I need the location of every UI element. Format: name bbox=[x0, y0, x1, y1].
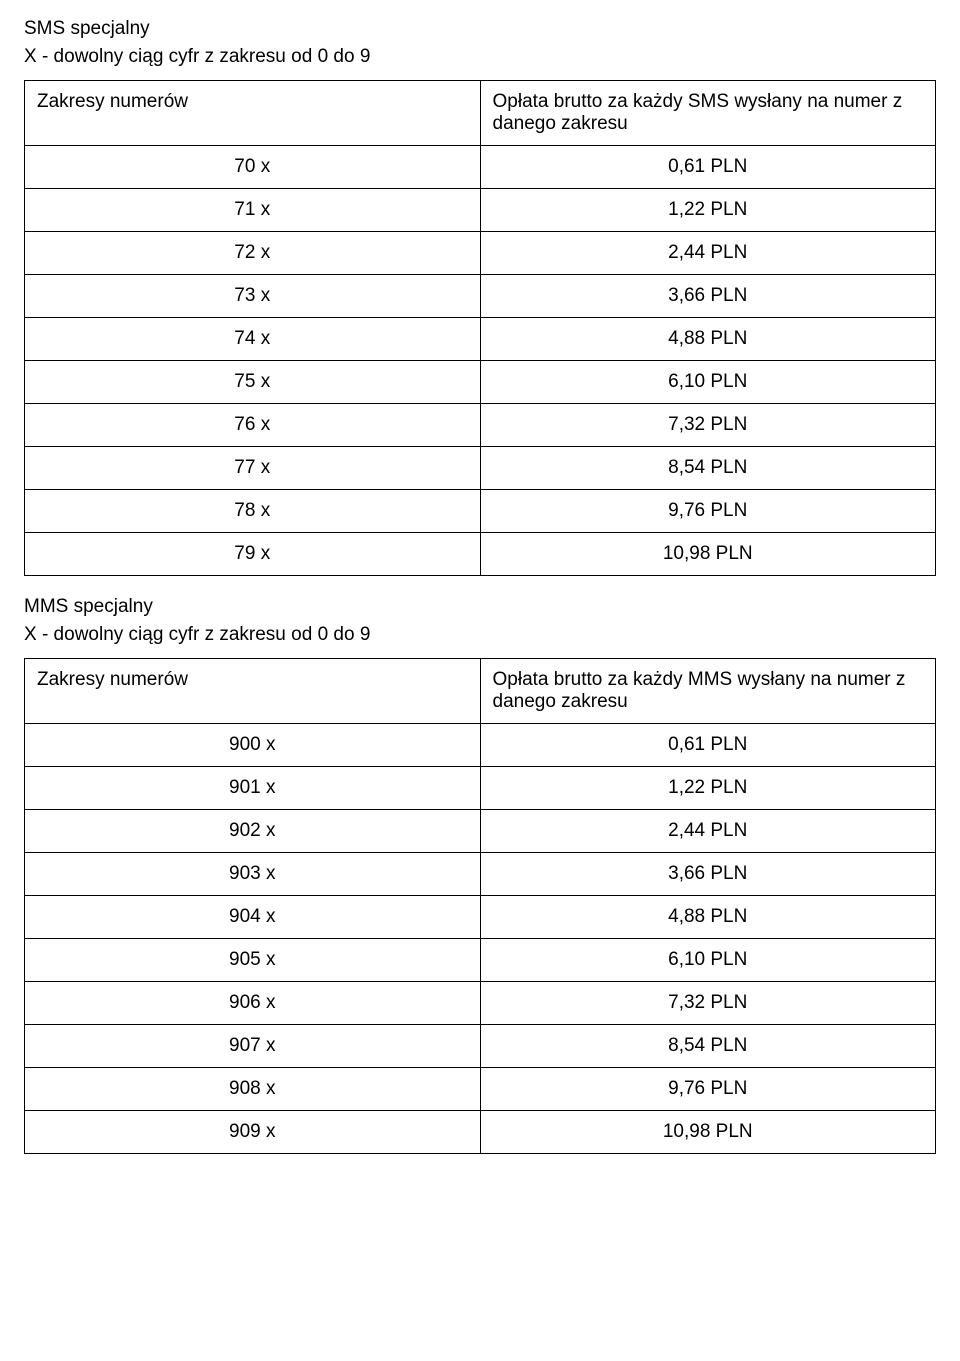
table-row: 72 x 2,44 PLN bbox=[25, 232, 936, 275]
table-row: 904 x 4,88 PLN bbox=[25, 896, 936, 939]
cell-label: 900 x bbox=[25, 724, 481, 767]
table-row: 900 x 0,61 PLN bbox=[25, 724, 936, 767]
cell-label: 909 x bbox=[25, 1111, 481, 1154]
table-row: 71 x 1,22 PLN bbox=[25, 189, 936, 232]
table-row: 73 x 3,66 PLN bbox=[25, 275, 936, 318]
cell-label: 902 x bbox=[25, 810, 481, 853]
table-row: 70 x 0,61 PLN bbox=[25, 146, 936, 189]
sms-heading: SMS specjalny bbox=[24, 18, 936, 40]
cell-label: 75 x bbox=[25, 361, 481, 404]
cell-label: 77 x bbox=[25, 447, 481, 490]
cell-value: 10,98 PLN bbox=[480, 1111, 936, 1154]
cell-label: 906 x bbox=[25, 982, 481, 1025]
table-row: 77 x 8,54 PLN bbox=[25, 447, 936, 490]
table-row: 903 x 3,66 PLN bbox=[25, 853, 936, 896]
cell-value: 2,44 PLN bbox=[480, 232, 936, 275]
cell-value: 3,66 PLN bbox=[480, 275, 936, 318]
table-row: 902 x 2,44 PLN bbox=[25, 810, 936, 853]
cell-label: 903 x bbox=[25, 853, 481, 896]
cell-value: 0,61 PLN bbox=[480, 146, 936, 189]
cell-value: 6,10 PLN bbox=[480, 361, 936, 404]
cell-value: 0,61 PLN bbox=[480, 724, 936, 767]
mms-header-left: Zakresy numerów bbox=[25, 659, 481, 724]
mms-subheading: X - dowolny ciąg cyfr z zakresu od 0 do … bbox=[24, 624, 936, 646]
mms-header-right: Opłata brutto za każdy MMS wysłany na nu… bbox=[480, 659, 936, 724]
cell-value: 3,66 PLN bbox=[480, 853, 936, 896]
table-row: 908 x 9,76 PLN bbox=[25, 1068, 936, 1111]
cell-value: 9,76 PLN bbox=[480, 1068, 936, 1111]
table-header-row: Zakresy numerów Opłata brutto za każdy M… bbox=[25, 659, 936, 724]
table-row: 906 x 7,32 PLN bbox=[25, 982, 936, 1025]
mms-table: Zakresy numerów Opłata brutto za każdy M… bbox=[24, 658, 936, 1154]
cell-label: 70 x bbox=[25, 146, 481, 189]
cell-label: 79 x bbox=[25, 533, 481, 576]
cell-value: 6,10 PLN bbox=[480, 939, 936, 982]
table-row: 905 x 6,10 PLN bbox=[25, 939, 936, 982]
cell-value: 8,54 PLN bbox=[480, 1025, 936, 1068]
cell-label: 72 x bbox=[25, 232, 481, 275]
table-row: 907 x 8,54 PLN bbox=[25, 1025, 936, 1068]
cell-value: 2,44 PLN bbox=[480, 810, 936, 853]
cell-value: 7,32 PLN bbox=[480, 982, 936, 1025]
cell-label: 901 x bbox=[25, 767, 481, 810]
cell-label: 905 x bbox=[25, 939, 481, 982]
cell-label: 73 x bbox=[25, 275, 481, 318]
cell-label: 74 x bbox=[25, 318, 481, 361]
cell-label: 908 x bbox=[25, 1068, 481, 1111]
table-header-row: Zakresy numerów Opłata brutto za każdy S… bbox=[25, 81, 936, 146]
cell-value: 9,76 PLN bbox=[480, 490, 936, 533]
cell-label: 78 x bbox=[25, 490, 481, 533]
table-row: 901 x 1,22 PLN bbox=[25, 767, 936, 810]
table-row: 78 x 9,76 PLN bbox=[25, 490, 936, 533]
cell-label: 907 x bbox=[25, 1025, 481, 1068]
mms-heading: MMS specjalny bbox=[24, 596, 936, 618]
cell-label: 71 x bbox=[25, 189, 481, 232]
cell-value: 1,22 PLN bbox=[480, 189, 936, 232]
cell-label: 904 x bbox=[25, 896, 481, 939]
table-row: 74 x 4,88 PLN bbox=[25, 318, 936, 361]
cell-label: 76 x bbox=[25, 404, 481, 447]
table-row: 909 x 10,98 PLN bbox=[25, 1111, 936, 1154]
sms-subheading: X - dowolny ciąg cyfr z zakresu od 0 do … bbox=[24, 46, 936, 68]
cell-value: 10,98 PLN bbox=[480, 533, 936, 576]
sms-header-right: Opłata brutto za każdy SMS wysłany na nu… bbox=[480, 81, 936, 146]
table-row: 75 x 6,10 PLN bbox=[25, 361, 936, 404]
sms-table: Zakresy numerów Opłata brutto za każdy S… bbox=[24, 80, 936, 576]
cell-value: 4,88 PLN bbox=[480, 896, 936, 939]
cell-value: 8,54 PLN bbox=[480, 447, 936, 490]
cell-value: 7,32 PLN bbox=[480, 404, 936, 447]
cell-value: 1,22 PLN bbox=[480, 767, 936, 810]
cell-value: 4,88 PLN bbox=[480, 318, 936, 361]
table-row: 76 x 7,32 PLN bbox=[25, 404, 936, 447]
sms-header-left: Zakresy numerów bbox=[25, 81, 481, 146]
table-row: 79 x 10,98 PLN bbox=[25, 533, 936, 576]
